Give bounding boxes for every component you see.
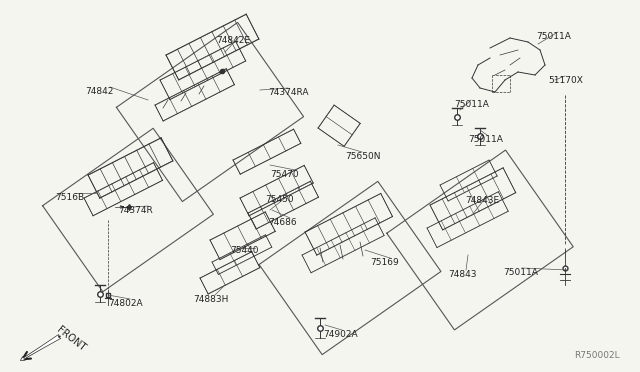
Text: 74686: 74686 [268,218,296,227]
Text: 74843E: 74843E [465,196,499,205]
Text: 75650N: 75650N [345,152,381,161]
Text: 74883H: 74883H [193,295,228,304]
Text: 75169: 75169 [370,258,399,267]
Text: 75011A: 75011A [468,135,503,144]
Text: 74843: 74843 [448,270,477,279]
Text: 74842E: 74842E [216,36,250,45]
Text: 74842: 74842 [85,87,113,96]
Text: 75011A: 75011A [503,268,538,277]
Text: 75450: 75450 [265,195,294,204]
Text: 75011A: 75011A [536,32,571,41]
Text: FRONT: FRONT [55,325,88,353]
Text: 75011A: 75011A [454,100,489,109]
Text: R750002L: R750002L [574,351,620,360]
Text: 74374RA: 74374RA [268,88,308,97]
Text: 75470: 75470 [270,170,299,179]
Text: 74902A: 74902A [323,330,358,339]
Text: 7516B: 7516B [55,193,84,202]
Text: 51170X: 51170X [548,76,583,85]
Text: 75440: 75440 [230,246,259,255]
Text: 74374R: 74374R [118,206,153,215]
Text: 74802A: 74802A [108,299,143,308]
